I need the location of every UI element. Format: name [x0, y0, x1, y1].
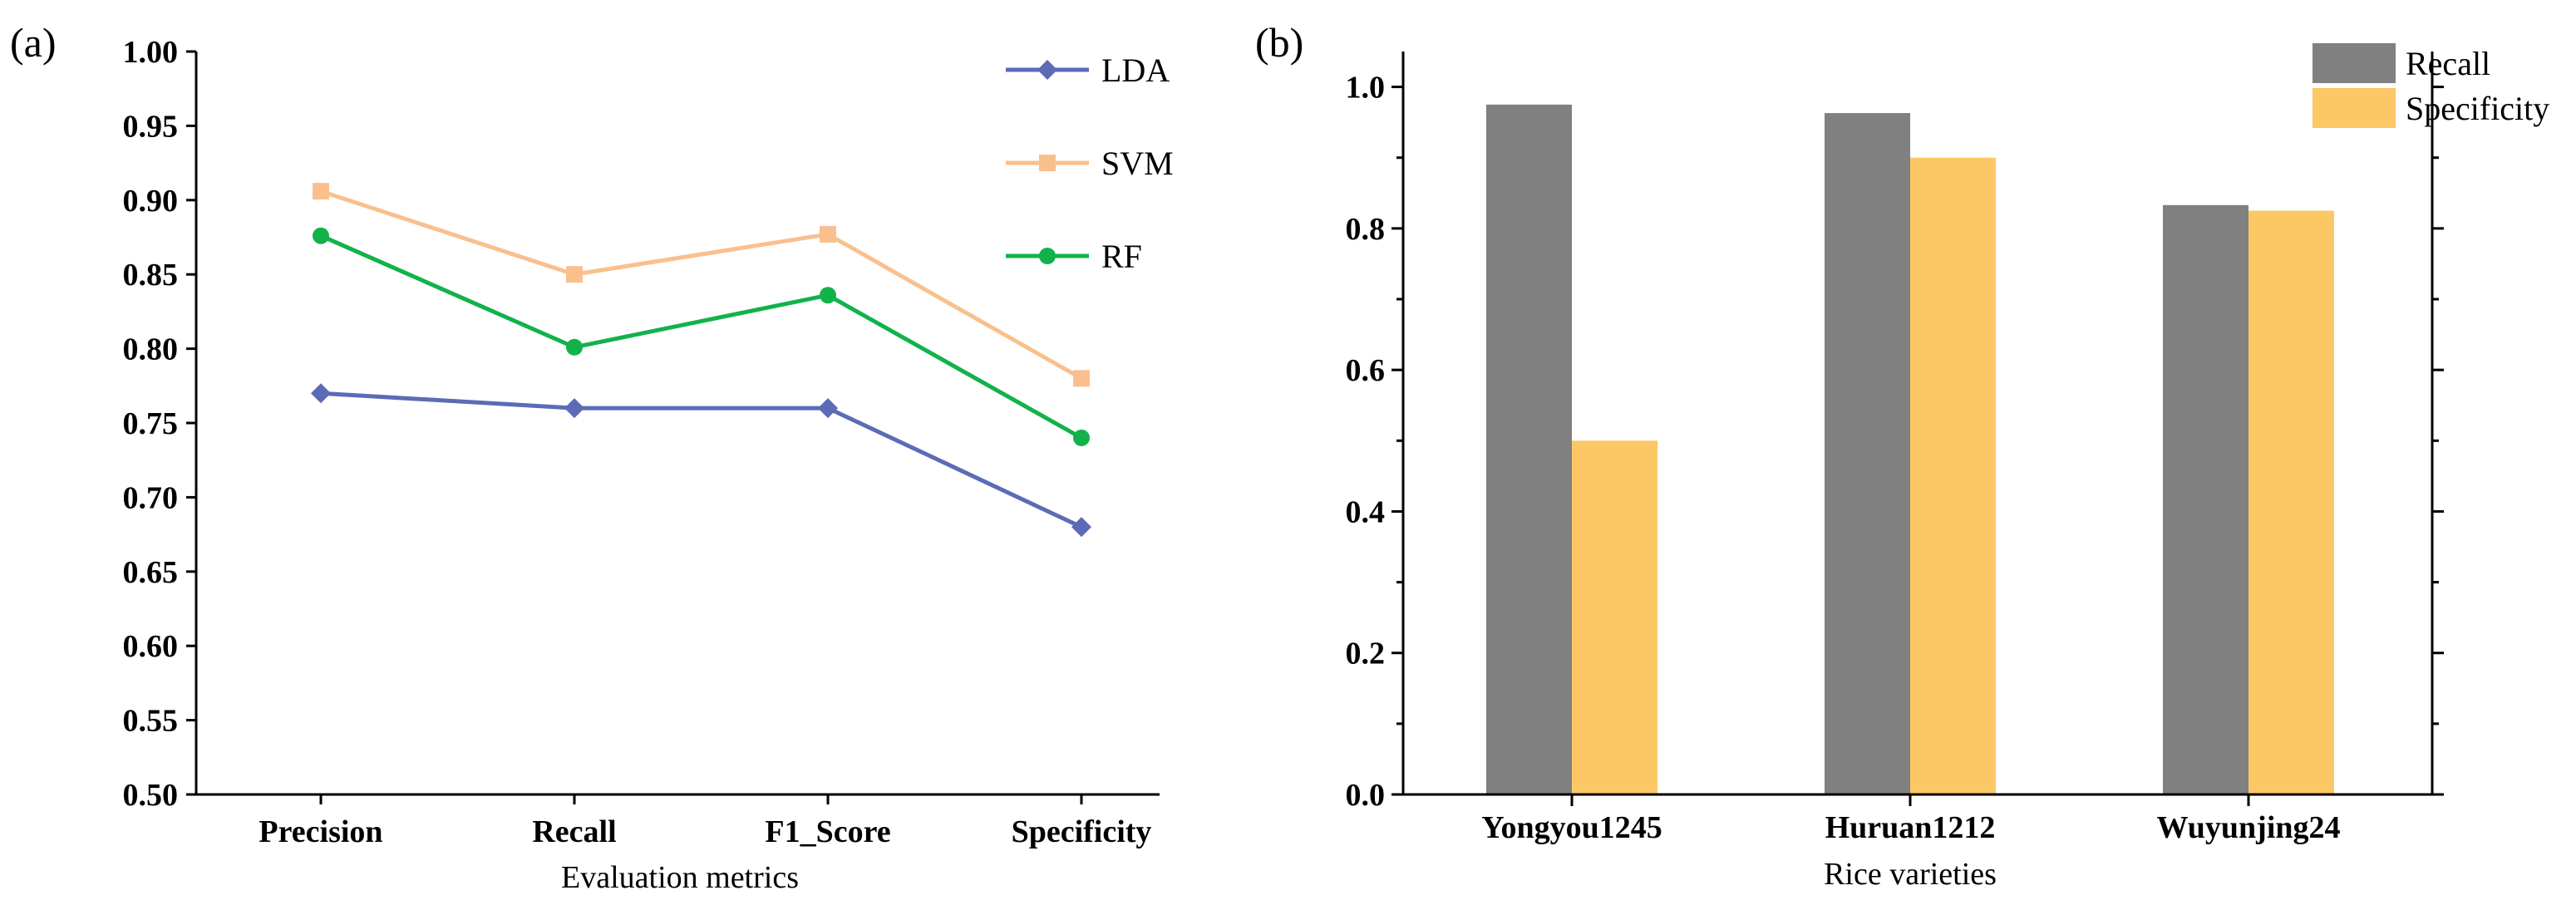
- panel-a-data-point: [313, 227, 329, 244]
- panel-b-y-tick-label: 0.0: [1346, 778, 1386, 813]
- panel-a-line-chart: (a) 0.50 0.55 0.60 0.65 0.70 0.75 0.80 0.85 0.90…: [10, 19, 1174, 895]
- panel-b-y-axis: 0.0 0.2 0.4 0.6 0.8 1.0: [1346, 52, 2444, 813]
- panel-a-y-tick-label: 0.50: [123, 778, 179, 813]
- panel-b-group-huruan1212: [1825, 113, 1996, 794]
- panel-a-label: (a): [10, 19, 57, 66]
- panel-a-legend-marker: [1039, 155, 1056, 171]
- panel-a-data-point: [566, 266, 583, 283]
- panel-a-data-point: [311, 383, 331, 404]
- panel-a-legend-label: RF: [1101, 238, 1142, 275]
- panel-a-data-point: [820, 287, 836, 304]
- panel-a-data-point: [1073, 429, 1090, 446]
- panel-a-data-point: [818, 398, 838, 419]
- panel-a-series-lda: [311, 383, 1091, 538]
- panel-a-series-rf: [313, 227, 1090, 446]
- panel-a-data-point: [820, 225, 836, 243]
- panel-b-bar-specificity: [1572, 440, 1657, 794]
- panel-a-y-tick-label: 0.55: [123, 704, 179, 739]
- panel-a-data-point: [564, 398, 584, 419]
- panel-a-x-tick-label: Specificity: [1012, 814, 1152, 849]
- panel-a-y-tick-label: 0.85: [123, 258, 179, 293]
- panel-a-legend: LDA SVM RF: [1006, 52, 1174, 275]
- panel-a-data-point: [1073, 370, 1090, 387]
- panel-a-data-point: [313, 183, 329, 200]
- panel-b-x-axis: Yongyou1245 Huruan1212 Wuyunjing24: [1403, 793, 2432, 845]
- panel-a-y-tick-label: 0.75: [123, 406, 179, 441]
- panel-b-legend-item-specificity: Specificity: [2312, 88, 2549, 128]
- panel-b-group-yongyou1245: [1486, 104, 1657, 795]
- panel-a-legend-marker: [1037, 60, 1057, 80]
- panel-a-legend-label: LDA: [1101, 52, 1170, 89]
- panel-b-label: (b): [1255, 19, 1303, 66]
- panel-b-bar-recall: [1825, 113, 1910, 794]
- panel-a-y-axis: 0.50 0.55 0.60 0.65 0.70 0.75 0.80 0.85 0.90 0.95…: [123, 35, 198, 813]
- panel-b-y-tick-label: 1.0: [1346, 71, 1386, 106]
- panel-a-series-line: [319, 234, 1083, 440]
- panel-a-x-tick-label: F1_Score: [765, 814, 890, 849]
- panel-b-bar-specificity: [2248, 210, 2334, 795]
- panel-b-bars: [1486, 104, 2334, 795]
- panel-b-x-tick-label: Yongyou1245: [1481, 810, 1662, 845]
- panel-a-x-axis: Precision Recall F1_Score Specificity: [196, 793, 1160, 849]
- panel-b-y-tick-label: 0.2: [1346, 637, 1386, 671]
- panel-a-y-tick-label: 0.60: [123, 629, 179, 664]
- panel-a-y-tick-label: 1.00: [123, 35, 179, 70]
- panel-a-legend-item-rf: RF: [1006, 238, 1142, 275]
- panel-a-legend-item-svm: SVM: [1006, 145, 1174, 182]
- panel-a-y-tick-label: 0.70: [123, 480, 179, 515]
- panel-a-data-point: [566, 338, 583, 356]
- panel-a-y-tick-label: 0.65: [123, 555, 179, 590]
- panel-b-y-tick-label: 0.6: [1346, 353, 1386, 388]
- panel-b-y-tick-label: 0.4: [1346, 494, 1386, 529]
- panel-a-data-point: [1071, 517, 1091, 538]
- panel-a-series-svm: [313, 183, 1090, 387]
- panel-b-legend: Recall Specificity: [2312, 43, 2549, 128]
- panel-a-series: [311, 183, 1091, 538]
- panel-b-legend-label: Specificity: [2406, 90, 2549, 127]
- panel-b-legend-label: Recall: [2406, 45, 2490, 82]
- panel-b-bar-specificity: [1910, 157, 1996, 794]
- panel-a-legend-label: SVM: [1101, 145, 1174, 182]
- panel-a-y-tick-label: 0.95: [123, 109, 179, 144]
- panel-b-legend-item-recall: Recall: [2312, 43, 2490, 83]
- panel-b-bar-chart: (b) 0.0 0.2 0.4 0.6 0.8 1.0 Yongyou1245 Huruan…: [1255, 19, 2549, 892]
- panel-a-legend-marker: [1039, 248, 1056, 264]
- panel-b-bar-recall: [1486, 104, 1572, 795]
- panel-a-y-tick-label: 0.90: [123, 184, 179, 219]
- panel-a-x-axis-title: Evaluation metrics: [561, 860, 799, 895]
- panel-a-x-tick-label: Recall: [532, 814, 616, 849]
- panel-b-y-tick-label: 0.8: [1346, 212, 1386, 247]
- panel-b-x-tick-label: Huruan1212: [1825, 810, 1996, 845]
- panel-a-legend-item-lda: LDA: [1006, 52, 1170, 89]
- panel-b-legend-swatch: [2312, 88, 2396, 128]
- panel-b-group-wuyunjing24: [2163, 204, 2334, 795]
- panel-a-series-line: [320, 189, 1083, 381]
- panel-b-x-axis-title: Rice varieties: [1824, 857, 1997, 892]
- panel-a-y-tick-label: 0.80: [123, 332, 179, 367]
- panel-b-x-tick-label: Wuyunjing24: [2156, 810, 2340, 845]
- panel-a-x-tick-label: Precision: [259, 814, 382, 849]
- panel-a-series-line: [320, 391, 1083, 529]
- panel-b-legend-swatch: [2312, 43, 2396, 83]
- panel-b-bar-recall: [2163, 204, 2248, 794]
